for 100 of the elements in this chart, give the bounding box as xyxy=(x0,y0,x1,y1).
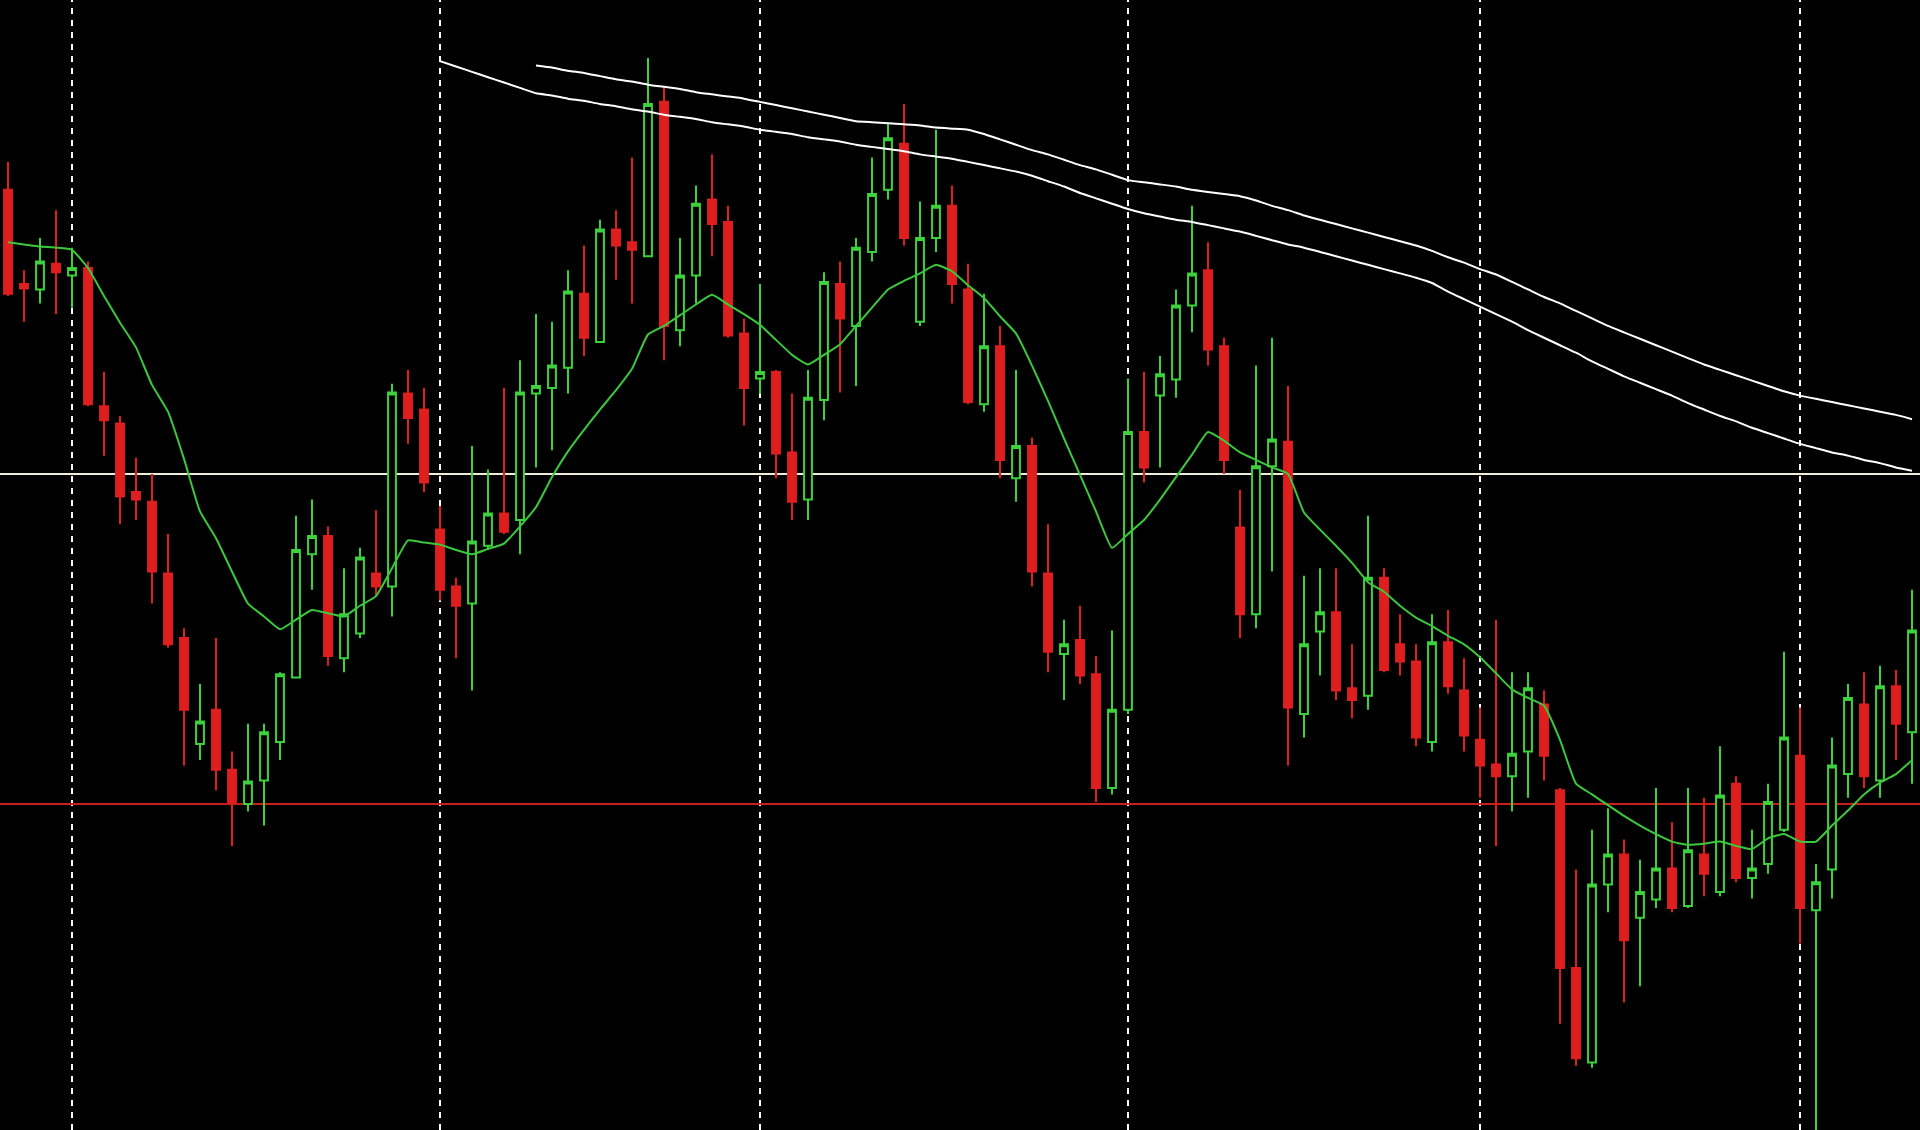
candlestick xyxy=(1219,336,1229,475)
candlestick xyxy=(467,445,477,692)
candlestick xyxy=(547,320,557,452)
candlestick xyxy=(1315,567,1325,677)
candlestick xyxy=(1667,821,1677,914)
candlestick xyxy=(1539,689,1549,782)
candlestick xyxy=(483,468,493,551)
candlestick xyxy=(1843,683,1853,799)
candlestick xyxy=(211,636,221,792)
candlestick xyxy=(195,683,205,762)
candlestick xyxy=(1267,336,1277,573)
candlestick xyxy=(179,627,189,767)
candlestick xyxy=(1779,650,1789,833)
candlestick xyxy=(931,128,941,253)
candlestick xyxy=(1523,671,1533,799)
candlestick xyxy=(1443,609,1453,695)
candlestick xyxy=(1059,618,1069,702)
candlestick xyxy=(1299,574,1309,739)
candlestick xyxy=(435,505,445,602)
candlestick xyxy=(19,269,29,323)
candlestick xyxy=(275,671,285,762)
candlestick xyxy=(1571,868,1581,1067)
candlestick xyxy=(1347,643,1357,720)
candlestick xyxy=(947,184,957,305)
candlestick xyxy=(3,160,13,297)
candlestick xyxy=(451,576,461,660)
candlestick xyxy=(1043,523,1053,674)
candlestick xyxy=(259,722,269,827)
candlestick xyxy=(995,324,1005,480)
candlestick xyxy=(1251,364,1261,630)
candlestick xyxy=(1155,354,1165,469)
candlestick xyxy=(1699,796,1709,898)
candlestick xyxy=(963,262,973,406)
candlestick xyxy=(1027,436,1037,588)
candlestick xyxy=(147,472,157,605)
candlestick xyxy=(1587,828,1597,1069)
candlestick xyxy=(1171,288,1181,399)
candlestick xyxy=(115,414,125,526)
candlestick xyxy=(1139,371,1149,484)
candlestick xyxy=(531,313,541,469)
candlestick xyxy=(291,514,301,679)
candlestick xyxy=(819,271,829,422)
candlestick xyxy=(403,368,413,445)
candlestick xyxy=(131,456,141,521)
candlestick xyxy=(1091,655,1101,803)
candlestick xyxy=(1187,204,1197,334)
candlestick xyxy=(1459,657,1469,753)
candlestick xyxy=(1107,629,1117,796)
candlestick xyxy=(1363,514,1373,711)
candlestick xyxy=(1859,671,1869,789)
candlestick xyxy=(1011,368,1021,503)
candlestick xyxy=(979,292,989,413)
candlestick xyxy=(387,382,397,618)
candlestick xyxy=(771,368,781,480)
candlestick xyxy=(563,269,573,395)
candlestick xyxy=(643,56,653,258)
candlestick xyxy=(163,532,173,649)
candlestick xyxy=(1795,706,1805,945)
candlestick xyxy=(307,498,317,591)
candlestick xyxy=(723,204,733,339)
candlestick xyxy=(419,387,429,494)
candlestick xyxy=(1875,664,1885,799)
candlestick xyxy=(1555,787,1565,1025)
candlestick xyxy=(371,509,381,598)
candlestick xyxy=(1507,671,1517,813)
candlestick xyxy=(579,244,589,357)
candlestick xyxy=(595,218,605,343)
candlestick xyxy=(243,722,253,813)
candlestick xyxy=(515,359,525,556)
candlestick xyxy=(1379,567,1389,674)
candlestick xyxy=(867,156,877,263)
candlestick xyxy=(1283,384,1293,767)
candlestick xyxy=(883,121,893,201)
candlestick xyxy=(899,103,909,247)
candlestick xyxy=(1075,604,1085,685)
candlestick xyxy=(1235,488,1245,639)
candlestick xyxy=(99,371,109,457)
candlestick xyxy=(611,209,621,281)
candlestick xyxy=(707,153,717,258)
candlestick xyxy=(803,368,813,521)
candlestick xyxy=(1331,567,1341,702)
candlestick xyxy=(83,260,93,408)
candlestick xyxy=(499,387,509,535)
candlestick xyxy=(227,750,237,847)
candlestick xyxy=(1731,775,1741,884)
candlestick xyxy=(1635,858,1645,988)
candlestick xyxy=(1427,613,1437,753)
candlestick xyxy=(1395,613,1405,677)
candlestick xyxy=(1619,838,1629,1004)
candlestick xyxy=(51,209,61,316)
candlestick xyxy=(659,84,669,362)
candlestick xyxy=(1123,377,1133,716)
candlestick xyxy=(1203,241,1213,367)
candlestick xyxy=(1891,669,1901,762)
candlestick xyxy=(627,156,637,305)
candlestick xyxy=(323,525,333,667)
candlestick xyxy=(339,567,349,674)
candlestick xyxy=(739,317,749,427)
candlestick xyxy=(67,246,77,309)
candlestick xyxy=(787,392,797,521)
